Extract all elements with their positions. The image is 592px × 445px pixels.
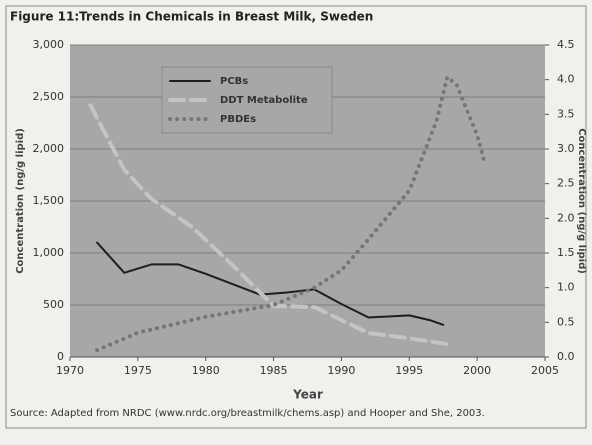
x-tick-label: 1980 — [192, 364, 220, 377]
x-tick-label: 1990 — [327, 364, 355, 377]
x-tick-label: 1995 — [395, 364, 423, 377]
source-note: Source: Adapted from NRDC (www.nrdc.org/… — [10, 408, 485, 419]
y2-tick-label: 2.5 — [557, 177, 575, 190]
y2-tick-label: 4.0 — [557, 73, 575, 86]
series-line — [96, 241, 445, 326]
x-tick-label: 1975 — [124, 364, 152, 377]
y2-tick-label: 1.5 — [557, 246, 575, 259]
series-line — [95, 74, 486, 353]
y-tick-label: 1,500 — [33, 194, 65, 207]
x-tick-label: 1985 — [260, 364, 288, 377]
x-tick-label: 2005 — [531, 364, 559, 377]
y2-tick-label: 0.0 — [557, 350, 575, 363]
x-axis-label: Year — [292, 388, 323, 402]
legend-label: DDT Metabolite — [220, 95, 308, 106]
y-tick-label: 500 — [43, 298, 64, 311]
legend-label: PCBs — [220, 76, 248, 87]
y2-tick-label: 3.0 — [557, 142, 575, 155]
x-tick-label: 2000 — [463, 364, 491, 377]
y-axis-label: Concentration (ng/g lipid) — [15, 128, 26, 274]
frame — [5, 5, 587, 429]
y-tick-label: 0 — [57, 350, 64, 363]
chart-title: Figure 11:Trends in Chemicals in Breast … — [10, 10, 373, 24]
legend-label: PBDEs — [220, 114, 256, 125]
y2-tick-label: 2.0 — [557, 211, 575, 224]
y2-tick-label: 3.5 — [557, 107, 575, 120]
y2-tick-label: 1.0 — [557, 281, 575, 294]
y2-axis-label: Concentration (ng/g lipid) — [576, 128, 587, 274]
series-line — [88, 103, 452, 347]
y2-tick-label: 4.5 — [557, 38, 575, 51]
y-tick-label: 2,500 — [33, 90, 65, 103]
y-tick-label: 2,000 — [33, 142, 65, 155]
y-tick-label: 3,000 — [33, 38, 65, 51]
y-tick-label: 1,000 — [33, 246, 65, 259]
x-tick-label: 1970 — [56, 364, 84, 377]
y2-tick-label: 0.5 — [557, 315, 575, 328]
